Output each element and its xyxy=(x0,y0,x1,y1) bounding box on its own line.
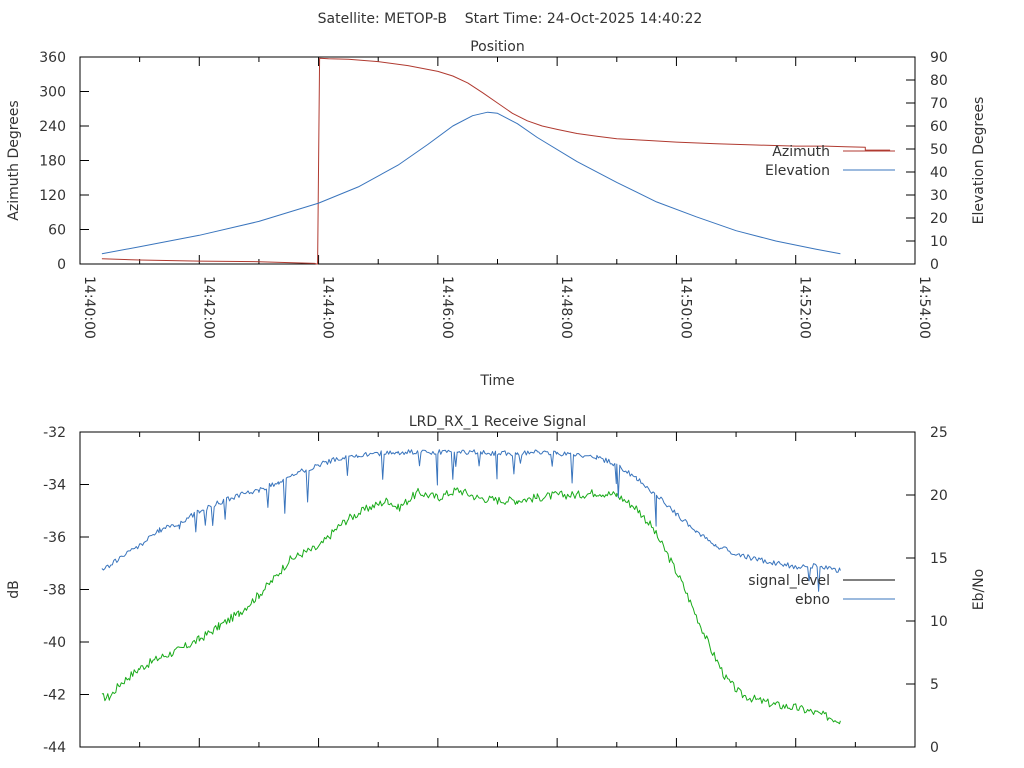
y-right-tick-label: 60 xyxy=(930,119,948,135)
y-right-tick-label: 10 xyxy=(930,234,948,250)
chart-panel-0: Position 14:40:00 14:42:00 14:44:00 14:46:00… xyxy=(6,39,987,389)
legend-label-Elevation: Elevation xyxy=(765,163,830,179)
x-tick-label: 14:40:00 xyxy=(81,276,97,339)
legend-label-Azimuth: Azimuth xyxy=(772,144,830,160)
y-left-tick-label: -34 xyxy=(43,478,66,494)
y-right-tick-label: 70 xyxy=(930,96,948,112)
x-tick-label: 14:50:00 xyxy=(677,276,693,339)
x-tick-label: 14:48:00 xyxy=(558,276,574,339)
y-left-tick-label: 180 xyxy=(39,154,66,170)
y-left-tick-label: -38 xyxy=(43,583,66,599)
y-axis-label-right: Eb/No xyxy=(971,569,987,611)
y-left-tick-label: 0 xyxy=(57,257,66,273)
y-left-tick-label: -40 xyxy=(43,635,66,651)
chart-panel-1: LRD_RX_1 Receive Signal -44 -42 -40 -38 -36 -3… xyxy=(6,414,987,756)
legend-label-ebno: ebno xyxy=(795,592,830,608)
y-right-tick-label: 40 xyxy=(930,165,948,181)
figure-suptitle: Satellite: METOP-B Start Time: 24-Oct-20… xyxy=(318,11,703,27)
y-right-tick-label: 50 xyxy=(930,142,948,158)
y-right-tick-label: 15 xyxy=(930,551,948,567)
chart-title: Position xyxy=(470,39,525,55)
y-left-tick-label: -36 xyxy=(43,530,66,546)
x-tick-label: 14:54:00 xyxy=(916,276,932,339)
y-right-tick-label: 0 xyxy=(930,740,939,756)
plot-frame xyxy=(79,56,916,265)
series-line-Elevation xyxy=(101,111,841,255)
y-left-tick-label: -42 xyxy=(43,688,66,704)
y-left-tick-label: 300 xyxy=(39,85,66,101)
y-axis-label-left: Azimuth Degrees xyxy=(6,100,22,220)
y-left-tick-label: 60 xyxy=(48,223,66,239)
legend-label-signal_level: signal_level xyxy=(748,573,830,589)
x-tick-label: 14:44:00 xyxy=(320,276,336,339)
y-left-tick-label: 240 xyxy=(39,119,66,135)
y-left-tick-label: 360 xyxy=(39,50,66,66)
y-right-tick-label: 80 xyxy=(930,73,948,89)
series-line-signal_level xyxy=(101,487,841,725)
x-tick-label: 14:52:00 xyxy=(797,276,813,339)
y-axis-label-left: dB xyxy=(6,580,22,599)
series-line-ebno xyxy=(101,449,841,592)
y-right-tick-label: 20 xyxy=(930,488,948,504)
y-right-tick-label: 20 xyxy=(930,211,948,227)
plot-frame xyxy=(79,431,916,748)
x-tick-label: 14:42:00 xyxy=(200,276,216,339)
y-right-tick-label: 0 xyxy=(930,257,939,273)
x-tick-label: 14:46:00 xyxy=(439,276,455,339)
y-right-tick-label: 90 xyxy=(930,50,948,66)
x-axis-label: Time xyxy=(479,373,514,389)
y-right-tick-label: 10 xyxy=(930,614,948,630)
y-right-tick-label: 25 xyxy=(930,425,948,441)
y-right-tick-label: 5 xyxy=(930,677,939,693)
y-left-tick-label: -44 xyxy=(43,740,66,756)
y-left-tick-label: 120 xyxy=(39,188,66,204)
y-axis-label-right: Elevation Degrees xyxy=(971,97,987,225)
series-line-Azimuth xyxy=(101,57,891,265)
y-right-tick-label: 30 xyxy=(930,188,948,204)
chart-title: LRD_RX_1 Receive Signal xyxy=(409,414,586,430)
y-left-tick-label: -32 xyxy=(43,425,66,441)
